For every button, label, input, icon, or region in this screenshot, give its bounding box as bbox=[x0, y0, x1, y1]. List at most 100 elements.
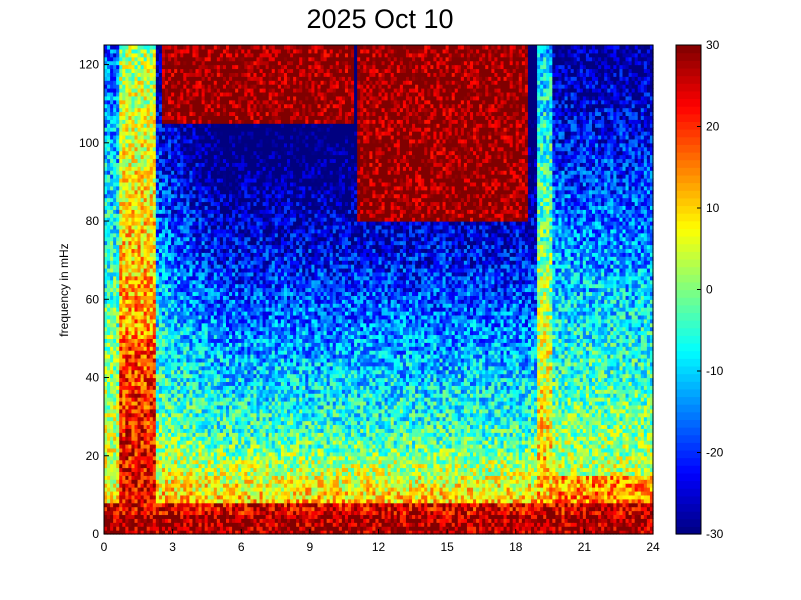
heatmap-cell bbox=[140, 318, 145, 324]
heatmap-cell bbox=[146, 217, 151, 222]
heatmap-cell bbox=[113, 404, 117, 410]
heatmap-cell bbox=[161, 334, 166, 339]
heatmap-cell bbox=[134, 530, 139, 535]
heatmap-cell bbox=[110, 522, 114, 527]
heatmap-cell bbox=[119, 400, 123, 406]
heatmap-cell bbox=[180, 311, 184, 316]
heatmap-cell bbox=[119, 303, 123, 308]
heatmap-cell bbox=[165, 154, 169, 160]
heatmap-cell bbox=[186, 60, 190, 66]
heatmap-cell bbox=[107, 80, 111, 85]
heatmap-cell bbox=[149, 361, 154, 367]
heatmap-cell bbox=[168, 189, 172, 195]
heatmap-cell bbox=[131, 479, 136, 484]
heatmap-cell bbox=[195, 475, 200, 480]
heatmap-cell bbox=[152, 338, 157, 343]
heatmap-cell bbox=[143, 354, 148, 359]
heatmap-cell bbox=[186, 518, 190, 523]
heatmap-cell bbox=[161, 107, 166, 113]
heatmap-cell bbox=[137, 193, 142, 199]
heatmap-cell bbox=[155, 522, 160, 527]
heatmap-cell bbox=[107, 178, 111, 183]
heatmap-cell bbox=[165, 52, 169, 58]
heatmap-cell bbox=[168, 295, 172, 300]
heatmap-cell bbox=[122, 80, 126, 85]
heatmap-cell bbox=[158, 494, 163, 500]
heatmap-cell bbox=[171, 80, 175, 85]
heatmap-cell bbox=[158, 314, 163, 320]
heatmap-cell bbox=[128, 209, 133, 214]
heatmap-cell bbox=[161, 342, 166, 347]
heatmap-cell bbox=[165, 142, 169, 148]
heatmap-cell bbox=[128, 287, 133, 293]
heatmap-cell bbox=[125, 526, 129, 531]
heatmap-cell bbox=[128, 240, 133, 246]
heatmap-cell bbox=[149, 303, 154, 308]
heatmap-cell bbox=[186, 170, 190, 175]
heatmap-cell bbox=[195, 451, 200, 457]
heatmap-cell bbox=[161, 518, 166, 523]
heatmap-cell bbox=[107, 326, 111, 332]
heatmap-cell bbox=[155, 518, 160, 523]
heatmap-cell bbox=[155, 158, 160, 163]
heatmap-cell bbox=[174, 400, 178, 406]
heatmap-cell bbox=[143, 127, 148, 132]
heatmap-cell bbox=[192, 248, 197, 253]
heatmap-cell bbox=[137, 162, 142, 167]
heatmap-cell bbox=[152, 52, 157, 58]
heatmap-cell bbox=[183, 88, 187, 93]
heatmap-cell bbox=[131, 76, 136, 81]
heatmap-cell bbox=[128, 76, 133, 81]
heatmap-cell bbox=[158, 346, 163, 351]
heatmap-cell bbox=[140, 189, 145, 195]
heatmap-cell bbox=[152, 213, 157, 218]
heatmap-cell bbox=[174, 99, 178, 105]
heatmap-cell bbox=[128, 483, 133, 488]
heatmap-cell bbox=[149, 518, 154, 523]
heatmap-cell bbox=[122, 181, 126, 187]
heatmap-cell bbox=[149, 221, 154, 226]
heatmap-cell bbox=[177, 244, 181, 250]
heatmap-cell bbox=[140, 271, 145, 277]
heatmap-cell bbox=[119, 311, 123, 316]
heatmap-cell bbox=[134, 146, 139, 152]
heatmap-cell bbox=[113, 342, 117, 347]
heatmap-cell bbox=[180, 451, 184, 457]
heatmap-cell bbox=[122, 72, 126, 77]
heatmap-cell bbox=[155, 201, 160, 206]
heatmap-cell bbox=[110, 518, 114, 523]
heatmap-cell bbox=[119, 60, 123, 66]
heatmap-cell bbox=[107, 181, 111, 187]
heatmap-cell bbox=[168, 526, 172, 531]
heatmap-cell bbox=[134, 142, 139, 148]
heatmap-cell bbox=[146, 91, 151, 97]
heatmap-cell bbox=[168, 224, 172, 230]
heatmap-cell bbox=[177, 166, 181, 171]
heatmap-cell bbox=[134, 498, 139, 504]
heatmap-cell bbox=[189, 170, 194, 175]
heatmap-cell bbox=[189, 205, 194, 210]
heatmap-cell bbox=[161, 314, 166, 320]
heatmap-cell bbox=[137, 88, 142, 93]
heatmap-cell bbox=[125, 95, 129, 101]
heatmap-cell bbox=[186, 185, 190, 191]
heatmap-cell bbox=[131, 213, 136, 218]
heatmap-cell bbox=[134, 479, 139, 484]
heatmap-cell bbox=[171, 463, 175, 469]
heatmap-cell bbox=[140, 436, 145, 441]
heatmap-cell bbox=[116, 154, 120, 160]
heatmap-cell bbox=[155, 72, 160, 77]
heatmap-cell bbox=[131, 459, 136, 465]
heatmap-cell bbox=[128, 45, 133, 50]
heatmap-cell bbox=[189, 412, 194, 418]
heatmap-cell bbox=[104, 158, 108, 163]
heatmap-cell bbox=[137, 322, 142, 328]
heatmap-cell bbox=[171, 354, 175, 359]
heatmap-cell bbox=[183, 221, 187, 226]
heatmap-cell bbox=[174, 361, 178, 367]
heatmap-cell bbox=[161, 479, 166, 484]
heatmap-cell bbox=[180, 244, 184, 250]
heatmap-cell bbox=[128, 107, 133, 113]
heatmap-cell bbox=[171, 330, 175, 336]
